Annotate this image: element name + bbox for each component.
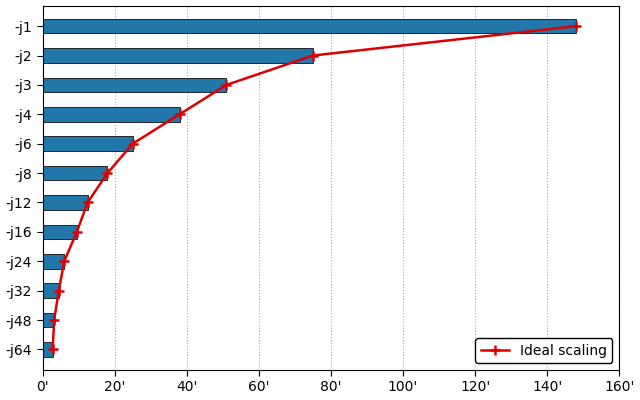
Ideal scaling [55, 288, 63, 293]
Bar [43, 19, 576, 34]
Ideal scaling [51, 318, 58, 322]
Ideal scaling [84, 200, 92, 205]
Bar [43, 342, 52, 357]
Ideal scaling [60, 259, 68, 264]
Ideal scaling [572, 24, 580, 28]
Bar [43, 254, 64, 269]
Bar [43, 78, 227, 92]
Bar [43, 136, 132, 151]
Ideal scaling [129, 141, 136, 146]
Bar [43, 48, 313, 63]
Ideal scaling [309, 53, 317, 58]
Bar [43, 107, 180, 122]
Ideal scaling [104, 171, 111, 176]
Bar [43, 283, 59, 298]
Ideal scaling [223, 82, 230, 87]
Ideal scaling [73, 230, 81, 234]
Legend: Ideal scaling: Ideal scaling [476, 338, 612, 363]
Bar [43, 195, 88, 210]
Ideal scaling [176, 112, 184, 117]
Bar [43, 224, 77, 239]
Bar [43, 313, 54, 328]
Bar [43, 166, 108, 180]
Ideal scaling [49, 347, 56, 352]
Line: Ideal scaling: Ideal scaling [48, 21, 581, 354]
